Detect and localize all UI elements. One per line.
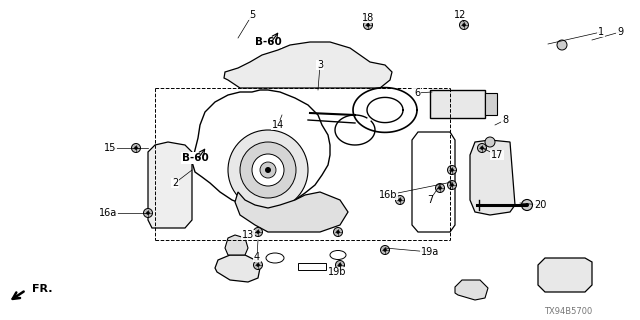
Text: 18: 18 <box>362 13 374 23</box>
Circle shape <box>253 260 262 269</box>
Circle shape <box>335 260 344 269</box>
Circle shape <box>435 183 445 193</box>
Text: FR.: FR. <box>32 284 52 294</box>
Text: 2: 2 <box>172 178 178 188</box>
Text: 8: 8 <box>502 115 508 125</box>
Text: 16a: 16a <box>99 208 117 218</box>
Circle shape <box>338 263 342 267</box>
Polygon shape <box>538 258 592 292</box>
Text: TX94B5700: TX94B5700 <box>544 308 592 316</box>
Circle shape <box>240 142 296 198</box>
Polygon shape <box>148 142 192 228</box>
Circle shape <box>256 263 260 267</box>
Circle shape <box>265 167 271 173</box>
Circle shape <box>522 199 532 211</box>
Text: 5: 5 <box>249 10 255 20</box>
Circle shape <box>447 180 456 189</box>
Circle shape <box>462 23 466 27</box>
Circle shape <box>146 211 150 215</box>
Circle shape <box>333 228 342 236</box>
Circle shape <box>131 143 141 153</box>
Circle shape <box>477 143 486 153</box>
Circle shape <box>256 230 260 234</box>
Text: 17: 17 <box>491 150 503 160</box>
Ellipse shape <box>330 251 346 260</box>
Circle shape <box>447 165 456 174</box>
Circle shape <box>396 196 404 204</box>
Circle shape <box>364 20 372 29</box>
Polygon shape <box>235 192 348 232</box>
Circle shape <box>557 40 567 50</box>
Text: 1: 1 <box>598 27 604 37</box>
Text: 7: 7 <box>427 195 433 205</box>
Polygon shape <box>225 235 248 255</box>
Circle shape <box>366 23 370 27</box>
Text: 4: 4 <box>254 252 260 262</box>
Circle shape <box>143 209 152 218</box>
Text: B-60: B-60 <box>182 153 209 163</box>
Circle shape <box>252 154 284 186</box>
Circle shape <box>228 130 308 210</box>
Circle shape <box>336 230 340 234</box>
Text: 12: 12 <box>454 10 466 20</box>
Circle shape <box>398 198 402 202</box>
Text: 19a: 19a <box>421 247 439 257</box>
Polygon shape <box>470 140 515 215</box>
Text: 13: 13 <box>242 230 254 240</box>
Bar <box>298 263 326 270</box>
Circle shape <box>485 137 495 147</box>
Circle shape <box>525 203 529 207</box>
Bar <box>430 90 485 118</box>
Polygon shape <box>215 255 260 282</box>
Circle shape <box>260 162 276 178</box>
Circle shape <box>480 146 484 150</box>
Text: 15: 15 <box>104 143 116 153</box>
Ellipse shape <box>266 253 284 263</box>
Text: B-60: B-60 <box>255 37 282 47</box>
Circle shape <box>383 248 387 252</box>
Circle shape <box>460 20 468 29</box>
Circle shape <box>134 146 138 150</box>
Text: 14: 14 <box>272 120 284 130</box>
Text: 20: 20 <box>534 200 546 210</box>
Circle shape <box>450 183 454 187</box>
Text: 3: 3 <box>317 60 323 70</box>
Circle shape <box>450 168 454 172</box>
Polygon shape <box>224 42 392 88</box>
Circle shape <box>381 245 390 254</box>
Bar <box>485 93 497 115</box>
Text: 6: 6 <box>414 88 420 98</box>
Circle shape <box>253 228 262 236</box>
Text: 16b: 16b <box>379 190 397 200</box>
Text: 9: 9 <box>617 27 623 37</box>
Text: 19b: 19b <box>328 267 346 277</box>
Polygon shape <box>455 280 488 300</box>
Circle shape <box>438 186 442 190</box>
